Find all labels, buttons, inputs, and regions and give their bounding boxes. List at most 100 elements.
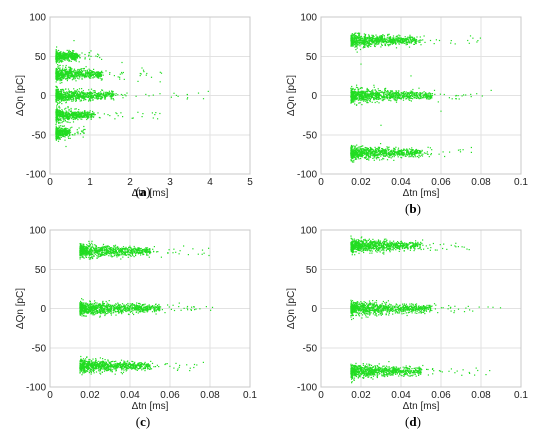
- data-point: [100, 71, 103, 73]
- data-point: [354, 32, 356, 34]
- data-point: [405, 94, 408, 96]
- data-point: [375, 41, 377, 43]
- data-point: [375, 38, 377, 40]
- data-point: [68, 59, 70, 61]
- data-point: [404, 38, 406, 41]
- data-point: [74, 118, 76, 120]
- data-point: [409, 91, 411, 93]
- data-point: [350, 90, 352, 92]
- data-point: [56, 132, 58, 134]
- data-point: [87, 94, 89, 96]
- data-point: [84, 114, 86, 116]
- data-point: [104, 98, 106, 100]
- data-point: [101, 89, 103, 91]
- data-point: [101, 79, 103, 81]
- data-point: [398, 43, 400, 45]
- data-point: [68, 90, 70, 92]
- data-point: [67, 112, 69, 114]
- data-point: [450, 42, 452, 44]
- data-point: [69, 97, 71, 99]
- data-point: [143, 71, 145, 73]
- data-point: [62, 75, 64, 77]
- data-point: [366, 90, 368, 92]
- data-point: [60, 55, 62, 57]
- data-point: [73, 59, 75, 61]
- data-point: [378, 42, 380, 44]
- data-point: [352, 94, 354, 96]
- data-point: [406, 41, 408, 43]
- data-point: [87, 113, 89, 115]
- data-point: [381, 36, 383, 38]
- data-point: [89, 111, 91, 113]
- data-point: [105, 91, 107, 93]
- data-point: [366, 42, 368, 44]
- data-point: [76, 57, 78, 59]
- data-point: [84, 128, 86, 131]
- data-point: [55, 74, 58, 76]
- data-point: [361, 37, 364, 40]
- data-point: [56, 50, 58, 52]
- data-point: [399, 40, 401, 42]
- data-point: [186, 93, 188, 96]
- data-point: [68, 95, 70, 97]
- data-point: [361, 90, 363, 92]
- cluster-0: [350, 32, 481, 53]
- data-point: [62, 53, 64, 55]
- data-point: [373, 92, 375, 95]
- data-point: [410, 36, 412, 38]
- data-point: [358, 34, 360, 36]
- data-point: [68, 119, 70, 121]
- data-point: [380, 98, 382, 100]
- data-point: [395, 101, 398, 103]
- data-point: [399, 39, 401, 41]
- data-point: [63, 129, 65, 131]
- data-point: [352, 92, 354, 94]
- data-point: [119, 78, 121, 80]
- data-point: [67, 88, 70, 90]
- data-point: [64, 139, 66, 141]
- data-point: [56, 56, 59, 58]
- data-point: [101, 96, 103, 98]
- data-point: [56, 99, 58, 101]
- data-point: [354, 94, 356, 96]
- data-point: [374, 97, 376, 99]
- data-point: [109, 92, 111, 94]
- data-point: [202, 98, 205, 100]
- data-point: [106, 92, 108, 94]
- data-point: [380, 36, 382, 39]
- data-point: [59, 138, 61, 140]
- data-point: [99, 72, 101, 74]
- data-point: [72, 92, 74, 94]
- data-point: [365, 40, 367, 43]
- data-point: [412, 91, 414, 93]
- data-point: [376, 97, 378, 99]
- data-point: [424, 94, 426, 96]
- data-point: [55, 73, 57, 75]
- data-point: [92, 74, 94, 76]
- data-point: [83, 116, 85, 118]
- data-point: [96, 74, 98, 76]
- data-point: [369, 98, 371, 100]
- data-point: [66, 96, 68, 98]
- data-point: [82, 136, 84, 138]
- data-point: [79, 95, 81, 97]
- data-point: [389, 43, 391, 45]
- data-point: [60, 77, 63, 79]
- data-point: [71, 56, 73, 58]
- data-point: [93, 73, 95, 75]
- data-point: [403, 91, 405, 93]
- data-point: [405, 42, 407, 44]
- data-point: [90, 115, 92, 118]
- data-point: [70, 100, 73, 102]
- data-point: [85, 66, 87, 68]
- data-point: [92, 90, 94, 92]
- data-point: [411, 40, 414, 42]
- data-point: [63, 58, 65, 61]
- data-point: [82, 90, 84, 92]
- data-point: [419, 39, 421, 41]
- data-point: [107, 95, 109, 97]
- data-point: [69, 76, 71, 78]
- data-point: [363, 93, 365, 95]
- data-point: [57, 130, 59, 133]
- data-point: [65, 98, 67, 100]
